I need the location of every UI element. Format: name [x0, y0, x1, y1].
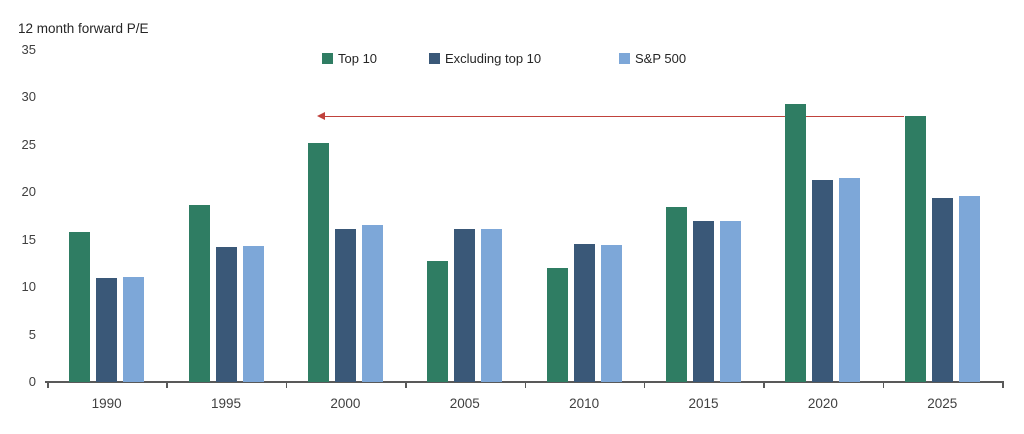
x-axis-tick-mark — [763, 383, 765, 388]
x-axis-tick-mark — [643, 383, 646, 388]
legend-item: S&P 500 — [619, 51, 686, 66]
x-axis-tick-mark — [405, 383, 407, 388]
bar-excluding-top-10 — [454, 229, 476, 382]
bar-s-p-500 — [242, 246, 264, 382]
legend-label: S&P 500 — [635, 51, 687, 66]
x-tick-label: 2025 — [927, 396, 958, 411]
bar-s-p-500 — [839, 178, 861, 382]
trend-arrow-head — [317, 112, 326, 121]
bar-excluding-top-10 — [96, 277, 118, 382]
x-tick-label: 2005 — [449, 396, 480, 411]
bar-top-10 — [666, 206, 688, 382]
bar-top-10 — [427, 260, 449, 382]
y-tick-label: 0 — [28, 374, 36, 389]
bar-s-p-500 — [720, 220, 742, 382]
bar-excluding-top-10 — [812, 179, 834, 382]
bar-top-10 — [69, 232, 91, 382]
bar-top-10 — [188, 204, 210, 382]
bar-s-p-500 — [600, 245, 622, 382]
legend-label: Excluding top 10 — [445, 51, 542, 66]
bar-s-p-500 — [481, 229, 503, 382]
y-tick-label: 35 — [21, 42, 36, 57]
y-tick-label: 15 — [21, 231, 36, 247]
bar-excluding-top-10 — [215, 247, 237, 382]
x-axis-tick-mark — [882, 383, 885, 388]
y-tick-label: 25 — [21, 136, 36, 152]
x-axis-tick-mark — [1002, 383, 1004, 388]
x-tick-label: 1995 — [211, 396, 242, 411]
trend-arrow-line — [324, 115, 905, 118]
legend-label: Top 10 — [338, 51, 378, 66]
y-tick-label: 20 — [21, 184, 36, 200]
x-axis-tick-mark — [524, 383, 526, 388]
bar-top-10 — [307, 142, 329, 382]
x-tick-label: 2000 — [330, 396, 361, 411]
x-axis-tick-mark — [166, 383, 168, 388]
bar-excluding-top-10 — [334, 229, 356, 382]
x-tick-label: 2015 — [688, 396, 719, 411]
x-tick-label: 2010 — [569, 396, 600, 411]
bar-s-p-500 — [361, 225, 383, 382]
chart-legend: Top 10 Excluding top 10 S&P 500 — [0, 51, 1024, 67]
x-tick-label: 2020 — [807, 396, 838, 411]
x-axis-tick-mark — [285, 383, 288, 388]
legend-swatch-icon — [429, 53, 440, 64]
bar-excluding-top-10 — [573, 244, 595, 382]
bar-top-10 — [785, 104, 807, 382]
x-axis-line — [45, 381, 1004, 383]
bar-top-10 — [546, 268, 568, 382]
x-tick-label: 1990 — [91, 396, 122, 411]
y-tick-label: 5 — [28, 326, 36, 342]
bar-top-10 — [904, 116, 926, 382]
bar-s-p-500 — [958, 196, 980, 382]
y-tick-label: 30 — [21, 89, 36, 105]
x-axis-tick-mark — [47, 383, 49, 388]
legend-swatch-icon — [322, 53, 333, 64]
y-tick-label: 10 — [21, 279, 36, 295]
chart-title: 12 month forward P/E — [18, 21, 149, 36]
bar-excluding-top-10 — [693, 220, 715, 382]
bar-s-p-500 — [123, 276, 145, 382]
legend-item: Top 10 — [322, 51, 377, 66]
legend-swatch-icon — [619, 53, 630, 64]
legend-item: Excluding top 10 — [429, 51, 541, 66]
bar-excluding-top-10 — [931, 197, 953, 382]
